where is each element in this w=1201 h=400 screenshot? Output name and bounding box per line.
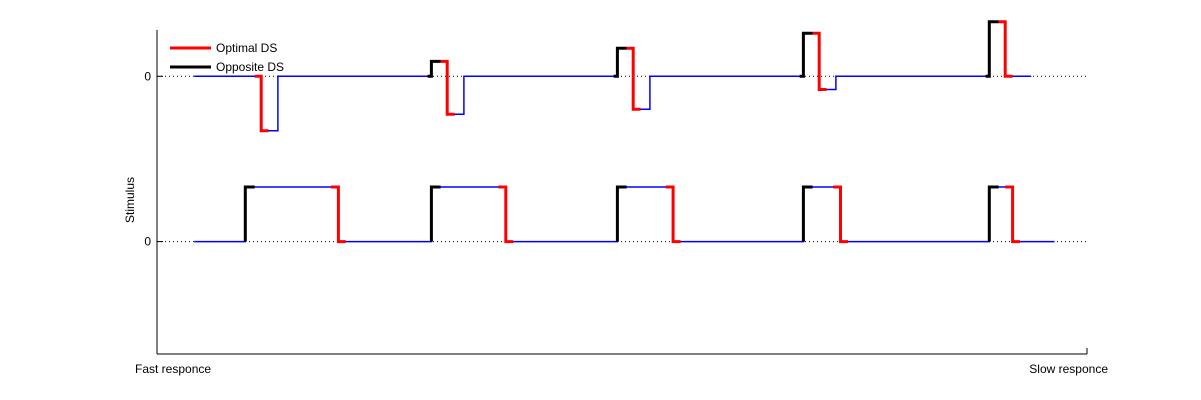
y-axis-label: Stimulus <box>123 177 137 223</box>
legend-label-2: Opposite DS <box>216 60 284 74</box>
y-tick-label-2: 0 <box>144 69 151 83</box>
trace-1-optimal-4 <box>833 185 848 244</box>
trace-2-optimal-1 <box>254 74 269 133</box>
traces-layer <box>194 20 1055 244</box>
trace-1-optimal-2 <box>498 185 514 244</box>
trace-2-opposite-1 <box>427 59 441 78</box>
trace-2-optimal-4 <box>812 31 827 91</box>
trace-1-optimal-3 <box>665 185 681 244</box>
trace-2-optimal-2 <box>440 59 455 116</box>
x-label-right: Slow responce <box>1029 362 1108 376</box>
y-tick-label-1: 0 <box>144 235 151 249</box>
legend-label-1: Optimal DS <box>216 41 277 55</box>
trace-2-opposite-3 <box>799 31 813 78</box>
trace-1-optimal-1 <box>330 185 346 244</box>
legend: Optimal DS Opposite DS <box>170 41 284 74</box>
trace-2-opposite-2 <box>613 46 627 78</box>
trace-2-optimal-5 <box>998 20 1013 78</box>
trace-2-opposite-4 <box>985 20 999 78</box>
trace-1-optimal-5 <box>1005 185 1020 244</box>
ticks-layer: 00 <box>144 69 163 249</box>
axes-layer <box>156 30 1088 355</box>
trace-1-opposite-4 <box>801 185 813 242</box>
trace-1-opposite-1 <box>243 185 255 242</box>
trace-1-opposite-5 <box>987 185 999 242</box>
x-label-left: Fast responce <box>135 362 211 376</box>
trace-1-opposite-3 <box>615 185 627 242</box>
trace-2-optimal-3 <box>626 46 641 111</box>
trace-1-opposite-2 <box>429 185 441 242</box>
baselines-layer <box>157 75 1087 243</box>
